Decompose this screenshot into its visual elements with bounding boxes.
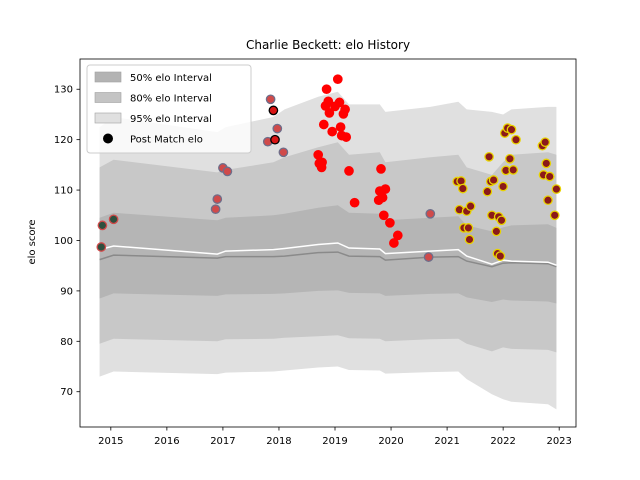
x-tick-label: 2019 [322,436,347,447]
data-point [323,96,334,107]
legend-marker [103,133,113,144]
y-axis-label: elo score [27,219,38,264]
data-point [377,192,388,203]
x-tick-label: 2017 [210,436,235,447]
data-point [268,105,279,116]
data-point [543,195,553,206]
data-point [317,157,327,168]
data-point [210,204,221,215]
x-tick-label: 2023 [546,436,571,447]
data-point [506,124,517,135]
data-point [551,184,562,194]
legend-swatch [94,92,122,103]
data-point [511,134,521,145]
legend-label: Post Match elo [130,135,203,146]
data-point [349,197,360,208]
data-point [327,126,338,137]
data-point [272,123,283,134]
data-point [491,226,502,237]
legend: 50% elo Interval 80% elo Interval 95% elo … [86,64,252,154]
y-tick-label: 70 [60,387,73,398]
data-point [508,165,519,175]
x-tick-label: 2015 [98,436,123,447]
data-point [540,137,551,148]
data-point [488,175,499,185]
data-point [270,134,280,145]
data-point [482,186,493,197]
data-point [496,215,507,226]
data-point [505,153,515,164]
y-tick-label: 90 [60,286,73,297]
x-tick-label: 2016 [154,436,179,447]
data-point [463,223,474,233]
data-point [97,220,108,231]
axes-frame [79,58,577,428]
mean-line [99,242,557,266]
band-50-interval [99,205,557,304]
data-point [212,194,223,204]
x-tick-label: 2022 [490,436,515,447]
data-point [544,171,555,182]
x-tick-label: 2018 [266,436,291,447]
y-tick-label: 80 [60,337,73,348]
legend-swatch [94,112,122,124]
data-point [108,214,119,225]
data-point [278,147,289,158]
data-point [222,166,233,177]
data-point [457,183,468,194]
y-tick-label: 100 [54,236,73,247]
chart-title: Charlie Beckett: elo History [246,38,410,52]
data-point [392,230,403,241]
data-point [321,84,332,95]
data-point [541,158,552,169]
data-point [464,234,475,245]
y-tick-label: 110 [54,186,73,197]
legend-label: 95% elo Interval [130,114,212,125]
data-point [425,208,436,219]
plot-area: 2015 2016 2017 2018 2019 2020 2021 2022 2023 70 80… [54,58,577,447]
x-tick-label: 2021 [434,436,459,447]
legend-label: 50% elo Interval [130,73,212,84]
data-point [96,242,107,252]
data-point [380,184,391,194]
data-point [549,210,560,221]
data-point [385,217,395,228]
legend-swatch [94,71,122,83]
data-point [423,252,434,262]
data-point [341,132,352,142]
y-tick-label: 130 [54,85,73,96]
legend-label: 80% elo Interval [130,94,212,105]
data-point [324,108,335,118]
data-point [498,181,508,192]
data-point [318,119,329,130]
data-point [344,166,354,176]
data-point [484,151,494,162]
data-point [378,210,389,221]
data-point [376,164,386,174]
legend-box [86,64,252,154]
median-line [99,251,557,268]
y-tick-label: 120 [54,135,73,146]
data-point [335,122,346,132]
data-point [334,97,345,108]
data-point [465,201,476,212]
data-point [340,104,350,115]
data-point [389,238,399,248]
data-point [265,94,276,105]
data-point [495,251,506,261]
x-tick-label: 2020 [378,436,403,447]
data-point [332,74,343,85]
